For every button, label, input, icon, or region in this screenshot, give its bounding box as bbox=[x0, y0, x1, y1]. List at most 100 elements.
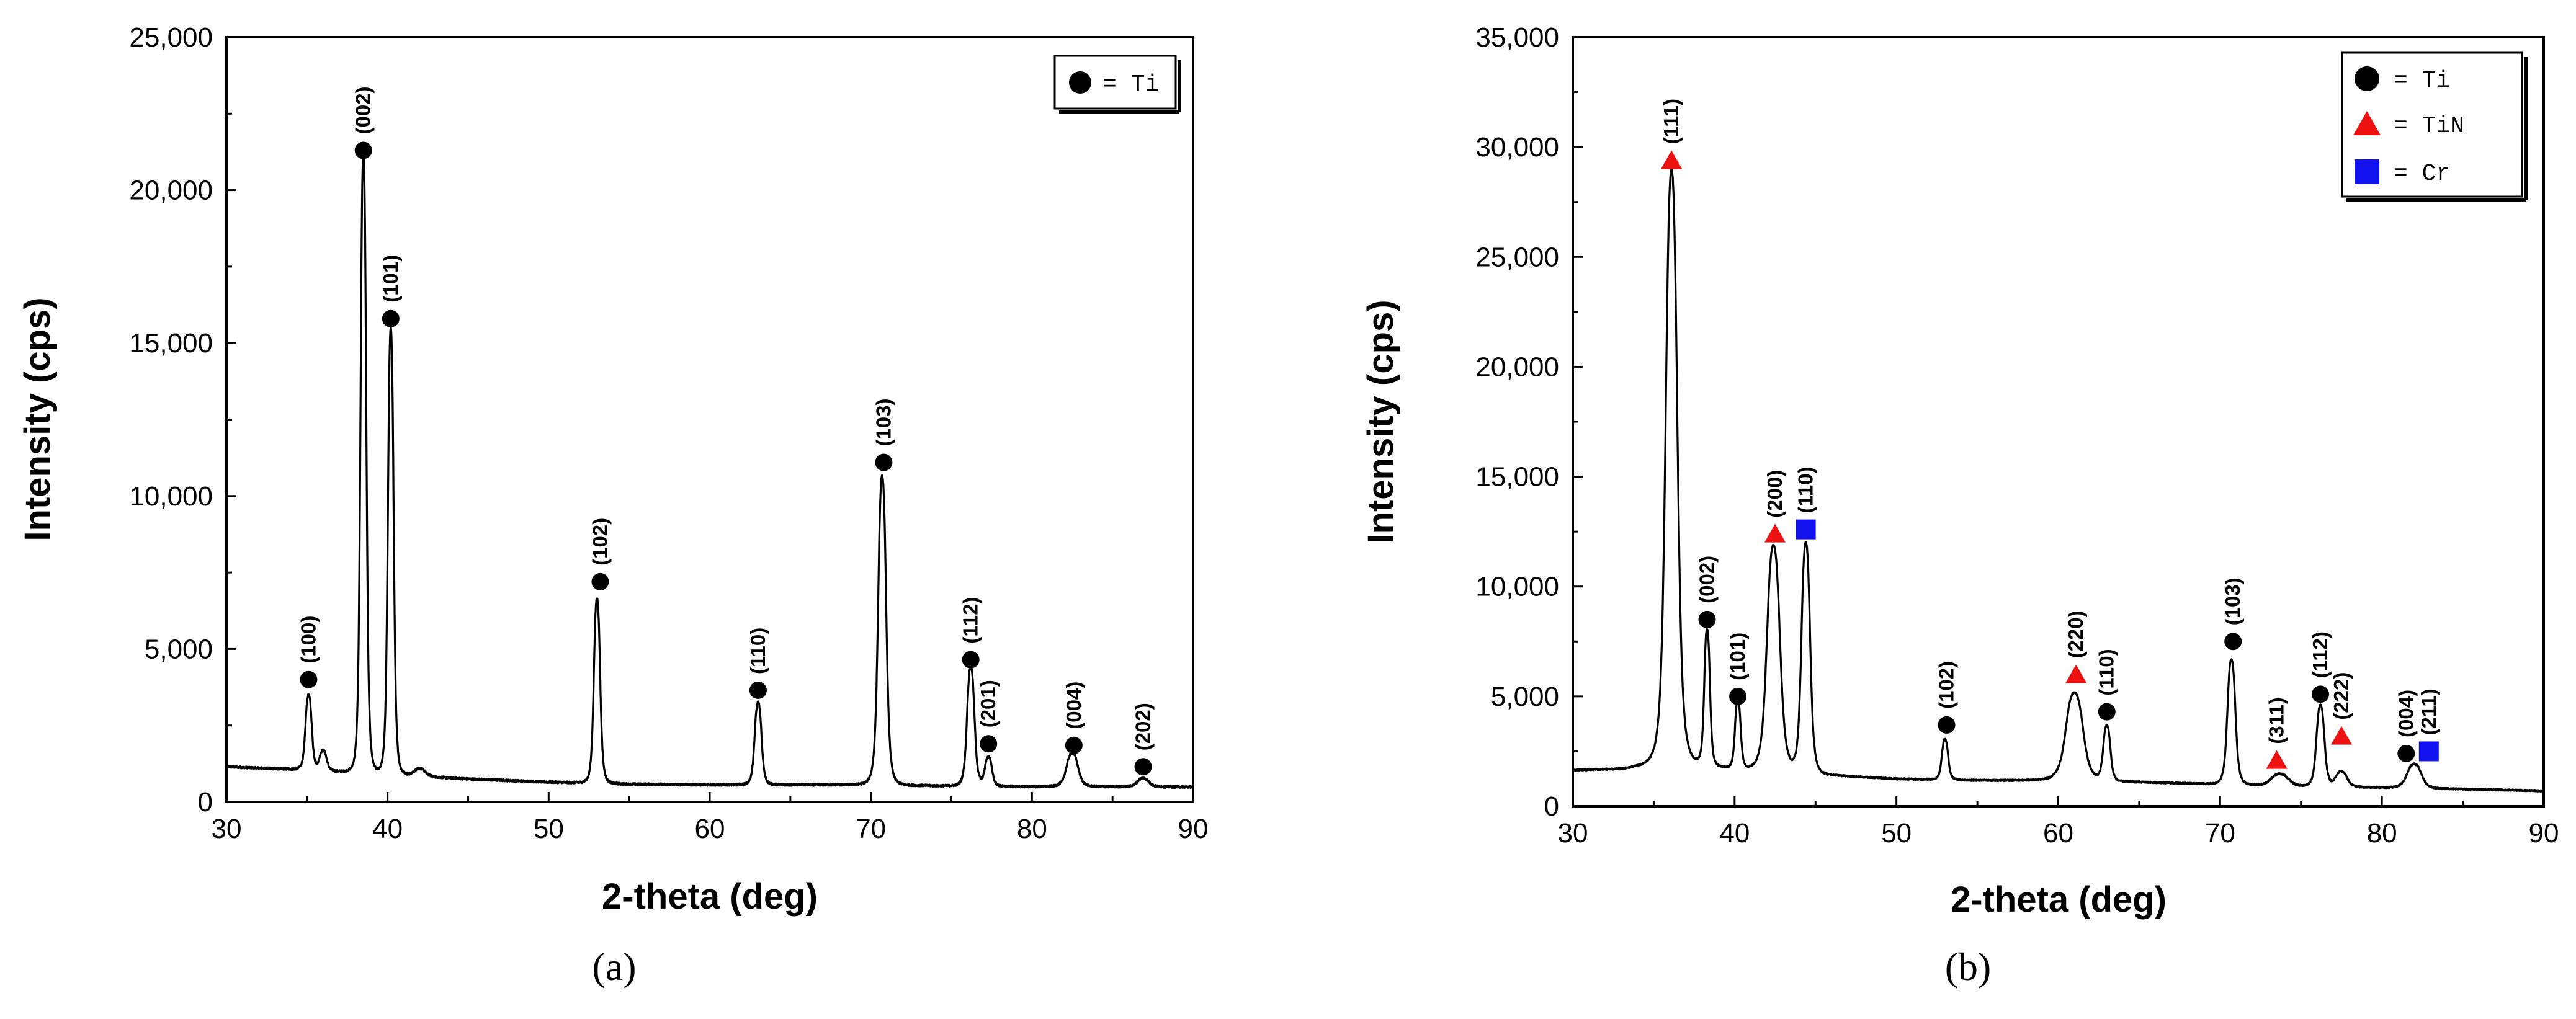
peak-marker-ti-icon bbox=[1729, 687, 1747, 705]
x-tick-label: 30 bbox=[1558, 818, 1588, 848]
y-axis-title: Intensity (cps) bbox=[17, 297, 58, 541]
x-tick-label: 60 bbox=[695, 814, 725, 844]
y-axis-ticks: 0 5,000 10,000 15,000 20,000 25,000 bbox=[129, 22, 236, 817]
peak-label: (002) bbox=[1695, 556, 1718, 603]
x-tick-label: 50 bbox=[1881, 818, 1912, 848]
peak-label: (002) bbox=[352, 86, 375, 134]
x-axis-title: 2-theta (deg) bbox=[602, 876, 818, 917]
peak-markers: (100) (002) (101) (102) (110) (103) (112) (201)… bbox=[297, 86, 1155, 776]
panel-b: 30 40 50 60 70 80 90 0 5,000 10,000 15,000 20,000 2… bbox=[1361, 22, 2559, 989]
peak-marker-ti-icon bbox=[354, 141, 372, 159]
x-tick-label: 60 bbox=[2043, 818, 2073, 848]
peak-label: (211) bbox=[2417, 688, 2440, 735]
legend-label-ti: = Ti bbox=[2394, 68, 2450, 94]
peak-marker-ti-icon bbox=[591, 572, 609, 590]
panel-caption: (a) bbox=[592, 945, 636, 989]
legend-marker-ti-icon bbox=[1069, 71, 1091, 94]
peak-label: (102) bbox=[1935, 661, 1958, 709]
peak-marker-tin-icon bbox=[1661, 150, 1683, 169]
peak-label: (101) bbox=[379, 255, 402, 303]
peak-label: (201) bbox=[977, 680, 1000, 728]
legend-marker-tin-icon bbox=[2353, 111, 2381, 135]
x-tick-label: 70 bbox=[2205, 818, 2235, 848]
y-tick-label: 10,000 bbox=[1475, 572, 1559, 602]
peak-marker-tin-icon bbox=[2330, 726, 2352, 745]
y-tick-label: 30,000 bbox=[1475, 132, 1559, 162]
legend-label-tin: = TiN bbox=[2394, 113, 2464, 140]
y-tick-label: 20,000 bbox=[1475, 352, 1559, 382]
x-tick-label: 30 bbox=[212, 814, 242, 844]
peak-marker-ti-icon bbox=[1938, 716, 1956, 734]
peak-label: (112) bbox=[2309, 631, 2332, 678]
xrd-curve bbox=[225, 151, 1194, 790]
peak-markers: (111) (002) (101) (200) (110) (102) (220) (110)… bbox=[1660, 99, 2440, 769]
x-tick-label: 90 bbox=[1178, 814, 1209, 844]
peak-label: (004) bbox=[2394, 690, 2417, 737]
peak-label: (103) bbox=[2221, 577, 2244, 625]
peak-label: (101) bbox=[1726, 633, 1749, 680]
x-tick-label: 70 bbox=[856, 814, 886, 844]
x-tick-label: 80 bbox=[1017, 814, 1047, 844]
legend-marker-cr-icon bbox=[2355, 159, 2379, 184]
peak-marker-ti-icon bbox=[2098, 703, 2116, 721]
peak-label: (111) bbox=[1660, 99, 1683, 144]
x-axis-ticks: 30 40 50 60 70 80 90 bbox=[1558, 796, 2559, 848]
peak-marker-ti-icon bbox=[2397, 744, 2415, 762]
y-tick-label: 10,000 bbox=[129, 481, 213, 512]
peak-label: (200) bbox=[1763, 470, 1786, 518]
x-tick-label: 40 bbox=[372, 814, 403, 844]
peak-label: (004) bbox=[1062, 682, 1085, 729]
y-tick-label: 20,000 bbox=[129, 176, 213, 206]
legend: = Ti = TiN = Cr bbox=[2341, 51, 2528, 202]
peak-label: (100) bbox=[297, 616, 320, 664]
y-tick-label: 25,000 bbox=[129, 22, 213, 53]
panel-caption: (b) bbox=[1945, 945, 1992, 989]
x-tick-label: 80 bbox=[2367, 818, 2397, 848]
peak-marker-ti-icon bbox=[749, 681, 767, 699]
y-tick-label: 0 bbox=[1544, 791, 1559, 822]
peak-marker-ti-icon bbox=[1134, 758, 1152, 776]
peak-marker-cr-icon bbox=[1796, 519, 1816, 540]
peak-label: (110) bbox=[2095, 649, 2118, 695]
peak-marker-tin-icon bbox=[2266, 750, 2288, 769]
peak-label: (202) bbox=[1132, 703, 1155, 750]
y-tick-label: 5,000 bbox=[1491, 682, 1559, 712]
peak-marker-ti-icon bbox=[382, 309, 400, 327]
xrd-curve bbox=[1572, 167, 2545, 793]
peak-marker-ti-icon bbox=[1698, 610, 1716, 628]
x-axis-ticks: 30 40 50 60 70 80 90 bbox=[212, 792, 1209, 844]
peak-label: (103) bbox=[872, 399, 895, 447]
peak-label: (112) bbox=[959, 597, 982, 643]
x-tick-label: 90 bbox=[2529, 818, 2559, 848]
y-tick-label: 35,000 bbox=[1475, 22, 1559, 53]
peak-marker-ti-icon bbox=[980, 735, 998, 753]
peak-marker-ti-icon bbox=[2224, 633, 2242, 651]
x-tick-label: 40 bbox=[1719, 818, 1750, 848]
legend-label-cr: = Cr bbox=[2394, 161, 2450, 187]
y-tick-label: 15,000 bbox=[129, 328, 213, 358]
y-tick-label: 0 bbox=[198, 787, 213, 817]
y-tick-label: 15,000 bbox=[1475, 462, 1559, 492]
x-axis-title: 2-theta (deg) bbox=[1951, 879, 2167, 920]
y-tick-label: 5,000 bbox=[145, 634, 213, 664]
peak-marker-cr-icon bbox=[2418, 741, 2439, 762]
peak-label: (110) bbox=[1794, 466, 1817, 513]
legend-label-ti: = Ti bbox=[1102, 71, 1159, 98]
peak-label: (311) bbox=[2265, 697, 2288, 744]
peak-label: (110) bbox=[746, 628, 769, 674]
peak-marker-ti-icon bbox=[300, 670, 318, 688]
peak-marker-ti-icon bbox=[2312, 685, 2330, 703]
peak-label: (222) bbox=[2330, 672, 2353, 720]
peak-marker-tin-icon bbox=[1764, 523, 1786, 543]
peak-marker-ti-icon bbox=[962, 651, 980, 669]
legend-marker-ti-icon bbox=[2355, 66, 2379, 91]
y-axis-title: Intensity (cps) bbox=[1361, 300, 1401, 543]
y-axis-ticks: 0 5,000 10,000 15,000 20,000 25,000 30,000 35,0… bbox=[1475, 22, 1583, 822]
panel-a: 30 40 50 60 70 80 90 0 5,000 10,000 15,000 20,000 2… bbox=[17, 22, 1208, 989]
y-tick-label: 25,000 bbox=[1475, 242, 1559, 272]
peak-marker-ti-icon bbox=[875, 453, 893, 471]
peak-label: (220) bbox=[2064, 610, 2087, 658]
x-tick-label: 50 bbox=[534, 814, 564, 844]
peak-label: (102) bbox=[588, 518, 611, 566]
